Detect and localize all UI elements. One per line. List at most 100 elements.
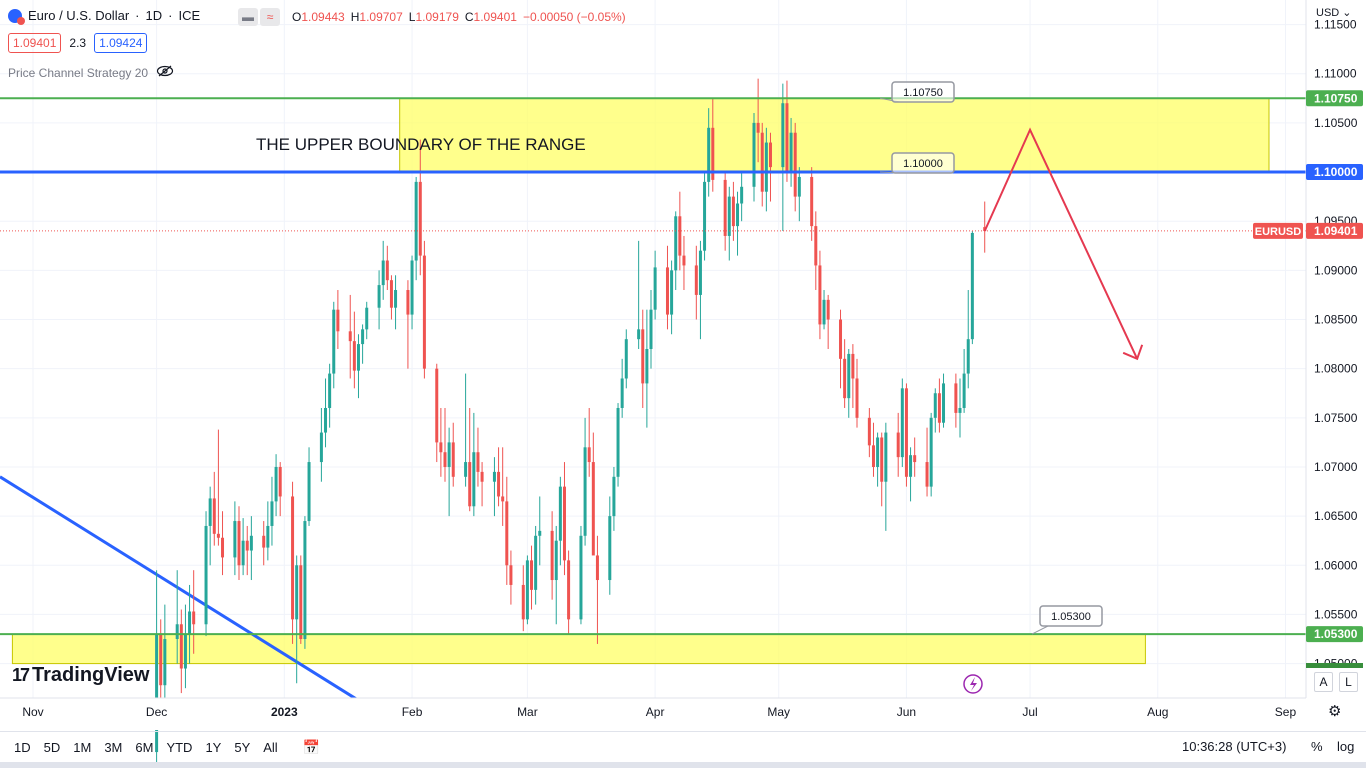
candle-body (637, 329, 641, 340)
time-axis-bg (0, 698, 1366, 730)
callout-label: 1.05300 (1051, 611, 1091, 623)
candle-body (208, 498, 212, 526)
brand-name: TradingView (32, 664, 150, 686)
high-value: 1.09707 (359, 10, 403, 24)
candle-body (925, 462, 929, 487)
timeframe-1y[interactable]: 1Y (205, 739, 222, 755)
extra-level-badge (1306, 663, 1363, 668)
timeframe-all[interactable]: All (263, 739, 278, 755)
candle-body (616, 407, 620, 477)
candle-body (867, 417, 871, 446)
projection-arrow (983, 127, 1144, 361)
calendar-goto-icon[interactable]: 📅 (302, 738, 321, 755)
indicator-legend[interactable]: Price Channel Strategy 20 (8, 65, 174, 80)
low-value: 1.09179 (415, 10, 459, 24)
price-tick-label: 1.08000 (1314, 362, 1358, 376)
candle-body (356, 344, 360, 371)
candle-body (645, 349, 649, 384)
candle-body (562, 486, 566, 561)
candle-body (641, 329, 645, 384)
log-toggle[interactable]: log (1337, 739, 1355, 754)
callout-box (891, 81, 955, 103)
percent-toggle[interactable]: % (1311, 739, 1323, 754)
wave-icon[interactable]: ≈ (260, 8, 280, 26)
footer-strip (0, 762, 1366, 768)
candle-body (324, 407, 328, 433)
settings-gear-icon[interactable]: ⚙ (1328, 703, 1342, 720)
sell-button[interactable]: 1.09401 (8, 33, 62, 53)
candle-body (319, 432, 323, 463)
price-tick-label: 1.06500 (1314, 509, 1358, 523)
candle-body (476, 452, 480, 472)
timeframe-ytd[interactable]: YTD (166, 739, 193, 755)
buy-button[interactable]: 1.09424 (94, 33, 148, 53)
timeframe-1m[interactable]: 1M (73, 739, 92, 755)
indicator-name[interactable]: Price Channel Strategy 20 (8, 65, 149, 80)
time-tick-label: Jun (897, 705, 916, 719)
candle-body (497, 471, 501, 497)
clock-display[interactable]: 10:36:28 (UTC+3) (1182, 739, 1287, 754)
annotations: 1.10750 1.10000 1.05300 THE UPPER BOUNDARY … (256, 81, 1103, 694)
tradingview-logo-icon: 17 (12, 665, 30, 685)
price-tick-label: 1.07000 (1314, 460, 1358, 474)
tradingview-logo: 17 TradingView (12, 664, 149, 687)
timeframe-1d[interactable]: 1D (14, 739, 31, 755)
symbol-title[interactable]: Euro / U.S. Dollar (28, 8, 130, 23)
euro-flag-icon (8, 8, 25, 25)
candle-body (410, 260, 414, 315)
candle-body (385, 260, 389, 281)
candle-body (884, 432, 888, 482)
timeframe-5d[interactable]: 5D (43, 739, 61, 755)
candle-body (670, 270, 674, 315)
timeframe-6m[interactable]: 6M (135, 739, 154, 755)
candle-body (727, 196, 731, 236)
price-axis-bg (1306, 0, 1366, 700)
candle-body (678, 216, 682, 256)
candle-body (274, 466, 278, 502)
candle-body (620, 378, 624, 408)
candle-body (439, 442, 443, 453)
candle-body (847, 353, 851, 399)
bottom-toolbar: 1D 5D 1M 3M 6M YTD 1Y 5Y All 📅 10:36:28 (UTC+3) … (0, 731, 1366, 762)
eye-hidden-icon[interactable] (156, 65, 174, 80)
separator-dot: · (168, 8, 173, 23)
candle-body (624, 339, 628, 379)
candle-body (653, 267, 657, 310)
candle-body (583, 447, 587, 536)
currency-selector[interactable]: USD ⌄ (1316, 7, 1352, 19)
candle-body (933, 393, 937, 418)
lock-scale-button[interactable]: L (1339, 672, 1358, 692)
candle-body (159, 634, 163, 686)
ohlc-values: O 1.09443 H 1.09707 L 1.09179 C 1.09401 −0.0… (292, 10, 626, 24)
candle-body (554, 540, 558, 581)
auto-scale-button[interactable]: A (1314, 672, 1333, 692)
candle-body (291, 496, 295, 620)
candle-body (377, 285, 381, 308)
dash-icon[interactable]: ▬ (238, 8, 258, 26)
candle-body (192, 611, 196, 625)
candle-body (740, 186, 744, 204)
close-label: C (464, 10, 474, 24)
candle-body (962, 373, 966, 408)
currency-label[interactable]: USD (1316, 7, 1340, 19)
candle-body (233, 521, 237, 558)
candle-body (764, 142, 768, 192)
level-badge-lower-bg (1306, 626, 1363, 643)
level-lines (0, 97, 1306, 636)
range-zones (11, 97, 1270, 665)
candle-body (188, 611, 192, 635)
candle-body (299, 565, 303, 640)
timeframe-3m[interactable]: 3M (104, 739, 123, 755)
candle-body (418, 181, 422, 256)
candle-body (871, 445, 875, 467)
candle-body (591, 462, 595, 556)
time-tick-label: Apr (646, 705, 665, 719)
interval-label[interactable]: 1D (145, 8, 163, 23)
timeframe-5y[interactable]: 5Y (234, 739, 251, 755)
high-label: H (350, 10, 360, 24)
candle-body (237, 521, 241, 566)
candle-body (241, 540, 245, 566)
candle-body (900, 388, 904, 458)
candle-body (179, 624, 183, 669)
